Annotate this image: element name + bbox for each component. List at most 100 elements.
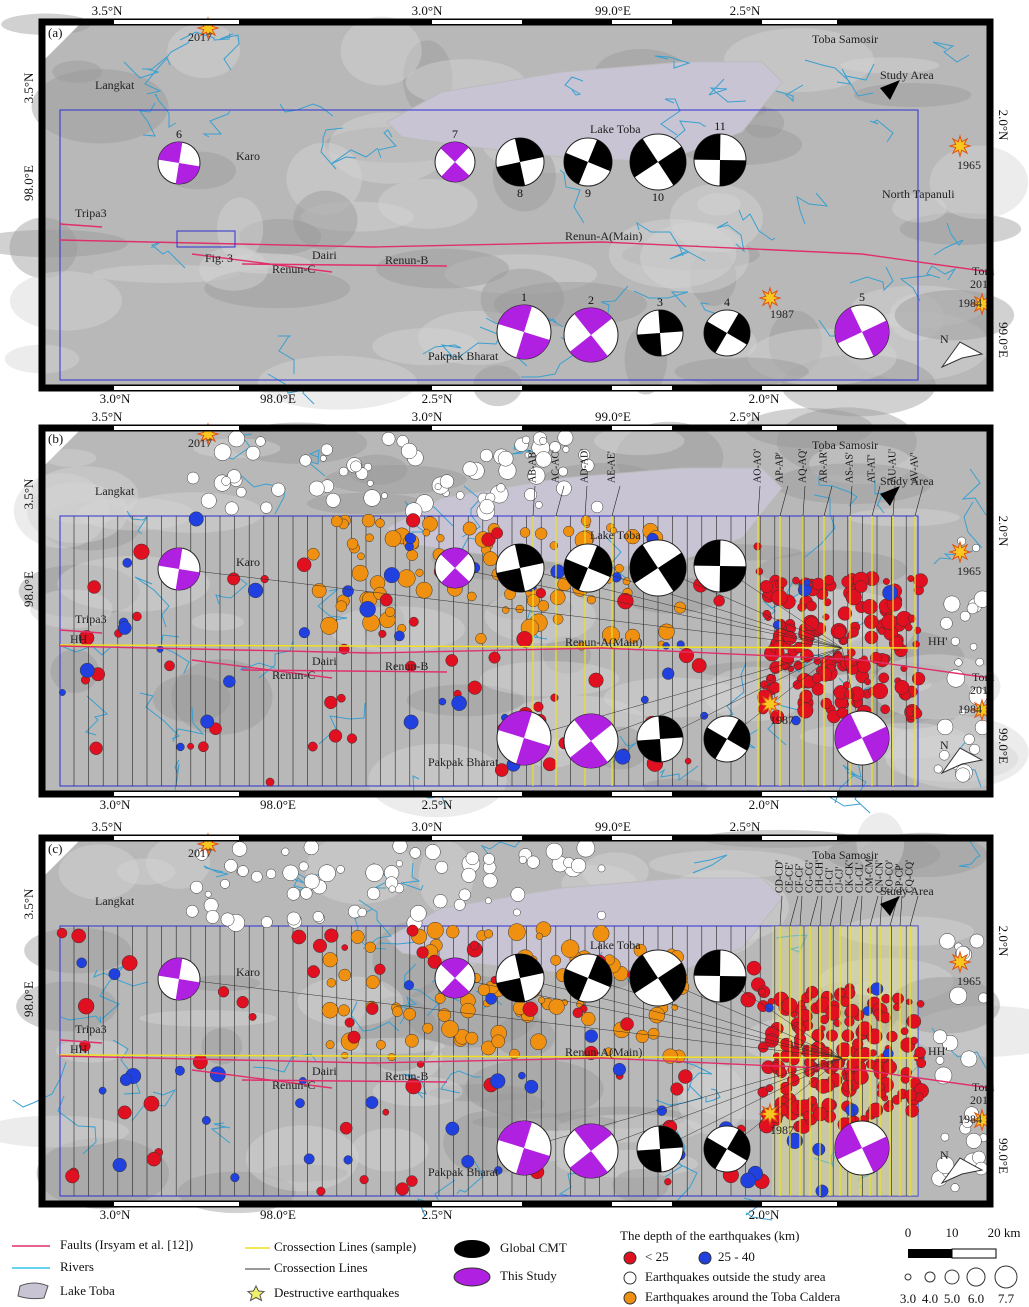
earthquake xyxy=(223,676,235,688)
earthquake xyxy=(324,696,337,709)
place-label: 1984 xyxy=(958,702,982,716)
legend-lake-swatch xyxy=(18,1283,48,1299)
earthquake xyxy=(685,758,691,764)
tick-label: 98.0°E xyxy=(260,391,296,406)
legend-label: Crossection Lines xyxy=(274,1260,368,1275)
earthquake xyxy=(405,1034,418,1047)
earthquake xyxy=(423,1023,433,1033)
place-label: Study Area xyxy=(880,884,934,898)
earthquake xyxy=(912,672,925,685)
place-label: 1987 xyxy=(770,713,794,727)
earthquake xyxy=(664,1178,671,1185)
earthquake xyxy=(760,580,773,593)
earthquake xyxy=(840,997,850,1007)
earthquake xyxy=(300,887,312,899)
earthquake xyxy=(297,558,311,572)
place-label: Pakpak Bharat xyxy=(428,1165,499,1179)
tick-label: 98.0°E xyxy=(260,797,296,812)
earthquake xyxy=(816,1079,830,1093)
earthquake xyxy=(261,917,272,928)
legend-label: Global CMT xyxy=(500,1240,567,1255)
earthquake xyxy=(756,568,763,575)
earthquake xyxy=(905,624,912,631)
earthquake xyxy=(389,886,396,893)
earthquake xyxy=(187,472,199,484)
earthquake xyxy=(879,673,889,683)
place-label: Lake Toba xyxy=(590,938,641,952)
place-label: Renun-A(Main) xyxy=(565,229,642,243)
earthquake xyxy=(895,680,909,694)
earthquake xyxy=(906,1104,919,1117)
place-label: Langkat xyxy=(95,484,135,498)
earthquake xyxy=(855,581,867,593)
earthquake xyxy=(536,588,546,598)
earthquake xyxy=(144,1096,159,1111)
place-label: Renun-B xyxy=(385,659,428,673)
scale-label: 0 xyxy=(905,1225,912,1240)
earthquake xyxy=(483,552,497,566)
earthquake xyxy=(118,621,131,634)
tick-label: 3.0°N xyxy=(412,3,443,18)
earthquake xyxy=(511,887,525,901)
section-label: AB-AB' xyxy=(527,450,538,483)
earthquake xyxy=(454,899,465,910)
earthquake xyxy=(558,430,573,445)
magnitude-circle xyxy=(925,1272,935,1282)
earthquake xyxy=(446,654,458,666)
earthquake xyxy=(519,856,526,863)
hillshade xyxy=(293,191,357,250)
place-label: 1965 xyxy=(957,158,981,172)
earthquake xyxy=(972,1151,985,1164)
earthquake xyxy=(366,1003,378,1015)
earthquake xyxy=(176,743,184,751)
place-label: Karo xyxy=(236,555,260,569)
legend-red-dot xyxy=(624,1252,636,1264)
earthquake xyxy=(214,444,231,461)
earthquake xyxy=(123,558,132,567)
earthquake xyxy=(205,891,211,897)
earthquake xyxy=(792,577,799,584)
map-panel: CD-CD'CE-CE'CF-CF'CG-CG'CH-CH'CI-CI'CJ-C… xyxy=(0,813,1029,1222)
earthquake xyxy=(615,564,623,572)
legend-study-swatch xyxy=(454,1268,490,1286)
earthquake xyxy=(872,683,888,699)
place-label: 1984 xyxy=(958,296,982,310)
earthquake xyxy=(376,1040,385,1049)
earthquake xyxy=(439,698,446,705)
earthquake xyxy=(663,642,670,649)
earthquake xyxy=(321,617,338,634)
earthquake xyxy=(826,1005,841,1020)
scale-bar xyxy=(908,1249,952,1258)
tick-label: 99.0°E xyxy=(996,322,1011,358)
earthquake xyxy=(780,1038,793,1051)
earthquake xyxy=(80,663,94,677)
earthquake xyxy=(485,898,491,904)
scale-bar xyxy=(952,1249,996,1258)
tick-label: 2.0°N xyxy=(996,110,1011,141)
earthquake xyxy=(549,999,565,1015)
earthquake xyxy=(906,999,912,1005)
earthquake xyxy=(883,578,889,584)
earthquake xyxy=(480,499,495,514)
earthquake xyxy=(326,1041,334,1049)
place-label: Toba Samosir xyxy=(812,848,878,862)
earthquake xyxy=(798,583,811,596)
earthquake xyxy=(360,1175,369,1184)
earthquake xyxy=(364,490,381,507)
earthquake xyxy=(347,538,358,549)
earthquake xyxy=(406,1176,417,1187)
figure: Faults (Irsyam et al. [12]) Rivers Lake … xyxy=(0,0,1029,1307)
earthquake xyxy=(425,844,440,859)
earthquake xyxy=(122,955,137,970)
earthquake xyxy=(339,969,351,981)
earthquake xyxy=(798,603,806,611)
earthquake xyxy=(466,1032,478,1044)
place-label: Karo xyxy=(236,965,260,979)
destructive-earthquake xyxy=(760,288,780,308)
tick-label: 3.5°N xyxy=(21,478,36,509)
earthquake xyxy=(824,599,831,606)
earthquake xyxy=(206,910,219,923)
earthquake xyxy=(887,1031,898,1042)
legend-label: Destructive earthquakes xyxy=(274,1285,399,1300)
earthquake xyxy=(833,626,846,639)
